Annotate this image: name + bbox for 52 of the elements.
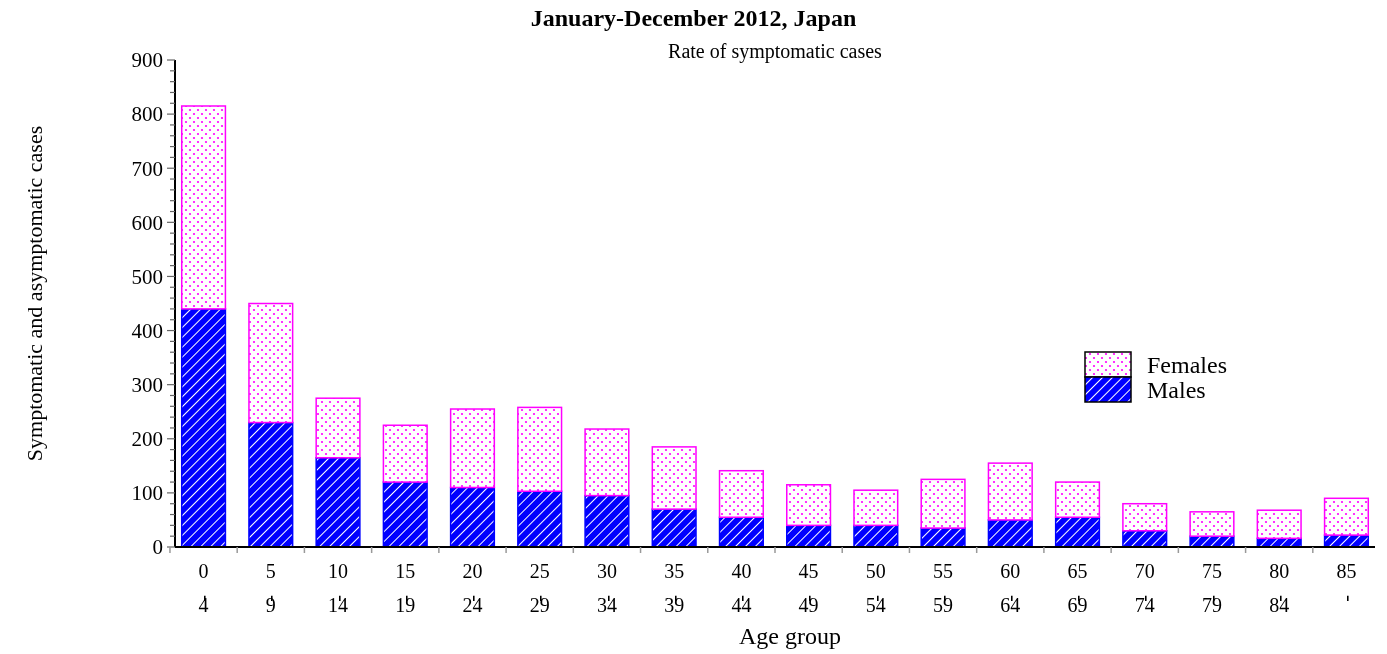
y-tick-label: 400	[131, 318, 163, 343]
bar	[786, 484, 832, 527]
bar	[1189, 511, 1235, 537]
bar	[584, 494, 630, 548]
bar	[517, 406, 563, 493]
bar	[315, 397, 361, 459]
x-axis-title: Age group	[739, 623, 841, 649]
chart-title: January-December 2012, Japan	[530, 5, 857, 31]
x-tick-label: 30-34	[596, 560, 622, 616]
x-tick-label: 85-	[1336, 560, 1362, 602]
bar	[382, 424, 428, 483]
x-tick-label: 20-24	[462, 560, 488, 616]
bar	[248, 421, 294, 548]
bar	[517, 490, 563, 548]
bar	[248, 302, 294, 424]
bar	[382, 481, 428, 548]
y-tick-label: 900	[131, 48, 163, 73]
bar	[1054, 481, 1101, 518]
y-tick-label: 300	[131, 373, 163, 398]
x-tick-label: 70-74	[1134, 560, 1160, 616]
annotation: Rate of symptomatic cases	[668, 40, 883, 63]
bar	[180, 105, 227, 310]
bar	[651, 508, 697, 548]
bar	[987, 462, 1033, 521]
bar	[584, 428, 630, 497]
legend-label: Males	[1147, 377, 1206, 404]
y-tick-label: 500	[131, 264, 163, 289]
y-tick-label: 800	[131, 102, 163, 127]
legend-label: Females	[1147, 352, 1227, 379]
bar	[920, 478, 966, 529]
y-tick-label: 200	[131, 427, 163, 452]
bar	[180, 308, 227, 548]
bar	[1323, 497, 1370, 536]
y-tick-label: 0	[152, 535, 163, 560]
bar	[1256, 509, 1302, 540]
y-tick-label: 600	[131, 210, 163, 235]
bar	[315, 456, 361, 548]
bar	[449, 408, 496, 489]
x-tick-label: 80-84	[1269, 560, 1294, 616]
x-tick-label: 50-54	[865, 560, 891, 616]
y-tick-label: 700	[131, 156, 163, 181]
y-axis-title: Symptomatic and asymptomatic cases	[22, 125, 47, 462]
bar	[651, 446, 697, 510]
y-tick-label: 100	[131, 481, 163, 506]
bar	[1122, 502, 1168, 532]
x-tick-label: 5-9	[263, 560, 286, 616]
x-tick-label: 40-44	[731, 560, 757, 616]
x-tick-label: 10-14	[328, 560, 353, 616]
x-tick-label: 60-64	[1000, 560, 1025, 616]
bar	[718, 469, 764, 518]
bar	[449, 486, 496, 548]
bar	[853, 489, 899, 527]
